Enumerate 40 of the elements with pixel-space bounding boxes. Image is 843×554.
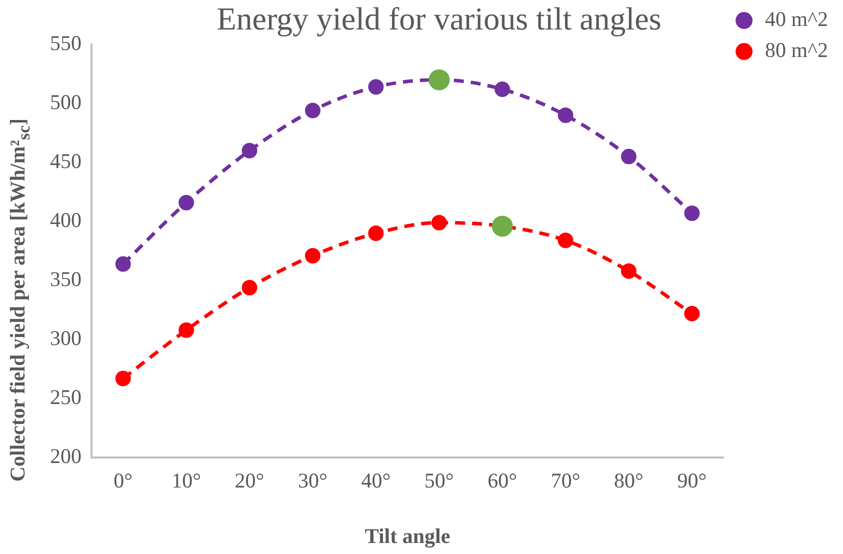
point [304,248,320,264]
x-tick-label: 10° [172,468,202,493]
y-tick-label: 500 [50,90,82,114]
x-tick-label: 50° [424,468,454,493]
legend-label: 40 m^2 [765,7,828,32]
point [494,82,510,98]
x-axis-title: Tilt angle [364,524,450,548]
y-tick-label: 400 [50,208,82,232]
point [115,256,131,272]
point [621,148,637,164]
point [115,370,131,386]
x-tick-label: 20° [234,468,264,493]
legend-label: 80 m^2 [765,38,828,62]
x-tick-label: 60° [488,468,518,493]
point [558,232,574,248]
chart-title: Energy yield for various tilt angles [216,0,662,37]
point [621,263,637,279]
point [242,280,258,296]
x-tick-label: 90° [677,468,707,493]
point [368,79,384,95]
x-tick-label: 80° [614,468,644,493]
point [684,306,700,322]
y-tick-label: 200 [50,444,82,468]
point [368,226,384,242]
point [178,322,194,338]
y-tick-label: 450 [50,148,82,173]
y-tick-label: 250 [50,385,82,410]
point [684,205,700,221]
x-tick-label: 40° [361,468,391,493]
point [558,107,574,123]
point [304,102,320,118]
x-tick-label: 30° [298,468,328,493]
point [178,194,194,210]
x-tick-label: 0° [114,468,133,493]
point [242,142,258,158]
point [431,214,447,230]
y-tick-label: 550 [50,30,82,55]
y-tick-label: 300 [50,326,82,350]
x-tick-label: 70° [550,468,580,493]
y-tick-label: 350 [50,267,82,292]
